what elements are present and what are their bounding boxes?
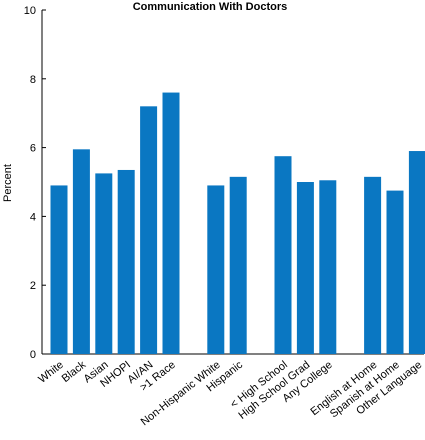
y-ticks: 0 2 4 6 8 10 — [24, 5, 46, 361]
y-tick-label: 0 — [30, 349, 36, 361]
bar — [140, 106, 158, 354]
bars — [50, 92, 425, 354]
bar — [50, 185, 68, 354]
y-tick-label: 10 — [24, 5, 36, 17]
chart-title: Communication With Doctors — [133, 1, 288, 13]
bar — [408, 151, 425, 354]
bar — [72, 149, 90, 354]
bar — [95, 173, 113, 354]
x-tick-label: White — [36, 359, 66, 386]
y-tick-label: 2 — [30, 280, 36, 292]
bar — [364, 176, 382, 354]
bar — [296, 182, 314, 354]
bar — [386, 190, 404, 354]
bar — [207, 185, 225, 354]
bar — [117, 169, 135, 354]
x-tick-label: Black — [60, 359, 89, 385]
bar — [229, 176, 247, 354]
y-tick-label: 4 — [30, 211, 36, 223]
y-tick-label: 6 — [30, 143, 36, 155]
y-axis-label: Percent — [2, 164, 14, 202]
bar — [319, 180, 337, 354]
bar — [162, 92, 180, 354]
bar — [274, 156, 292, 354]
y-tick-label: 8 — [30, 74, 36, 86]
